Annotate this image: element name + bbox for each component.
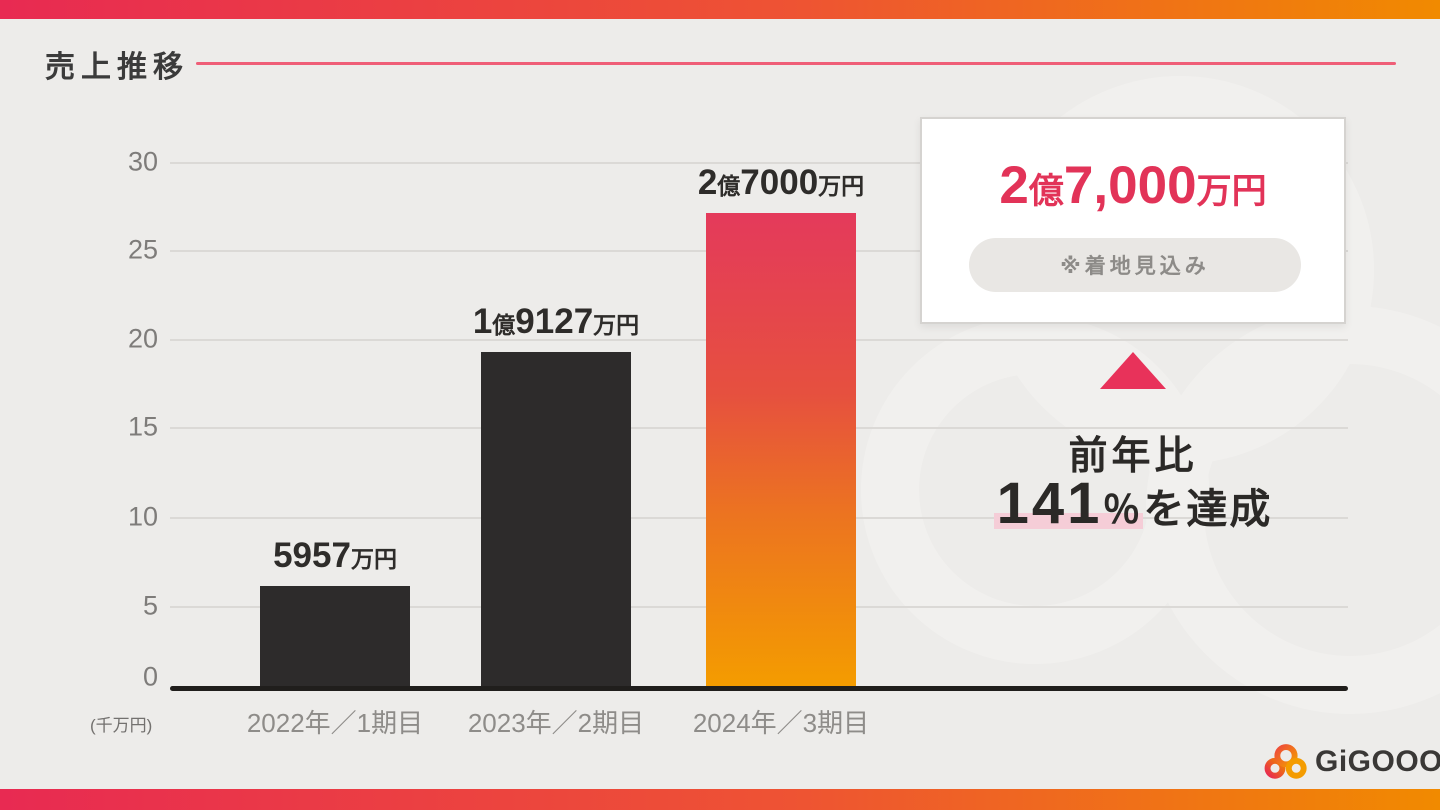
x-label-2024: 2024年／3期目 bbox=[692, 708, 870, 738]
y-axis-unit-label: (千万円) bbox=[90, 716, 153, 735]
growth-label: 前年比 bbox=[1068, 435, 1198, 478]
bar-value-label-2024: 2億7000万円 bbox=[697, 163, 865, 202]
brand-logo: GiGOOO bbox=[1264, 740, 1440, 784]
y-tick-25: 25 bbox=[127, 234, 158, 265]
gridline-30 bbox=[170, 162, 1348, 164]
bar-value-label-2023: 1億9127万円 bbox=[472, 302, 640, 341]
title-underline bbox=[196, 62, 1396, 65]
growth-value: 141％を達成 bbox=[933, 470, 1333, 537]
growth-highlight: 141％ bbox=[993, 471, 1144, 536]
bar-2023 bbox=[481, 352, 631, 686]
forecast-note-text: ※着地見込み bbox=[1060, 255, 1210, 278]
top-gradient-bar bbox=[0, 0, 1440, 19]
y-tick-20: 20 bbox=[127, 323, 158, 354]
x-label-2023: 2023年／2期目 bbox=[467, 708, 645, 738]
forecast-card: 2億7,000万円 ※着地見込み bbox=[920, 117, 1346, 324]
bottom-gradient-bar bbox=[0, 789, 1440, 810]
forecast-note-pill: ※着地見込み bbox=[969, 238, 1301, 292]
x-label-2022: 2022年／1期目 bbox=[246, 708, 424, 738]
x-axis-line bbox=[170, 686, 1348, 691]
page-title: 売上推移 bbox=[45, 51, 189, 84]
y-tick-15: 15 bbox=[127, 411, 158, 442]
y-tick-5: 5 bbox=[142, 590, 158, 621]
y-tick-0: 0 bbox=[142, 661, 158, 692]
brand-logo-text: GiGOOO bbox=[1315, 745, 1440, 778]
up-arrow-icon bbox=[1100, 352, 1166, 389]
forecast-amount: 2億7,000万円 bbox=[999, 156, 1267, 215]
y-tick-30: 30 bbox=[127, 146, 158, 177]
y-tick-10: 10 bbox=[127, 501, 158, 532]
brand-logo-icon bbox=[1264, 744, 1307, 779]
bar-value-label-2022: 5957万円 bbox=[273, 536, 397, 575]
bar-2024 bbox=[706, 213, 856, 686]
bar-2022 bbox=[260, 586, 410, 686]
